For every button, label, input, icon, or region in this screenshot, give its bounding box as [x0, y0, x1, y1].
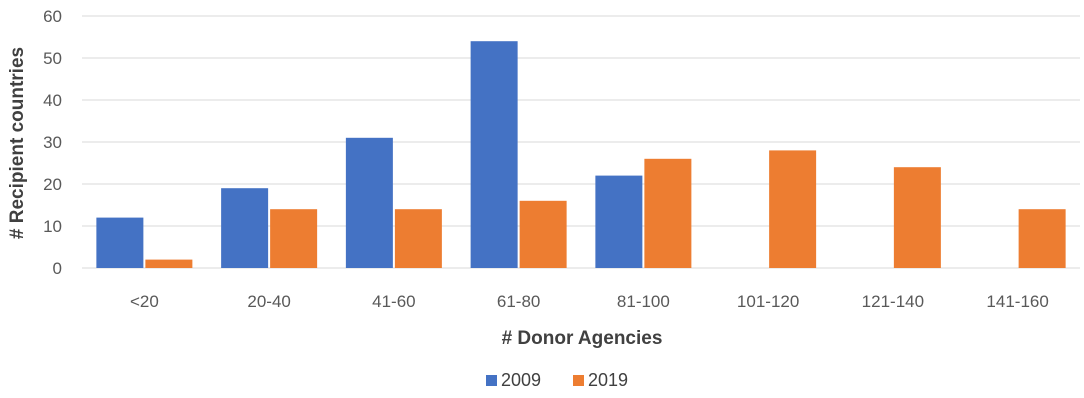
- legend-swatch: [486, 375, 497, 386]
- x-tick-label: <20: [130, 292, 159, 311]
- x-tick-label: 141-160: [986, 292, 1048, 311]
- x-tick-label: 101-120: [737, 292, 799, 311]
- bar-2019-1: [270, 209, 318, 268]
- y-tick-label: 10: [43, 217, 62, 236]
- bar-2019-6: [893, 167, 941, 268]
- x-axis-ticks: <20 20-40 41-60 61-80 81-100 101-120 121-140 14…: [130, 292, 1049, 311]
- bar-2009-1: [221, 188, 269, 268]
- bar-2019-0: [145, 259, 193, 268]
- y-axis-ticks: 0 10 20 30 40 50 60: [43, 7, 62, 278]
- y-tick-label: 50: [43, 49, 62, 68]
- y-tick-label: 40: [43, 91, 62, 110]
- legend-label: 2019: [588, 370, 628, 390]
- bar-2019-5: [769, 150, 817, 268]
- bars: [96, 41, 1066, 269]
- bar-2019-7: [1018, 209, 1066, 268]
- x-tick-label: 121-140: [862, 292, 924, 311]
- bar-2009-3: [470, 41, 518, 269]
- x-tick-label: 61-80: [497, 292, 540, 311]
- y-tick-label: 30: [43, 133, 62, 152]
- bar-2009-2: [345, 137, 393, 268]
- x-tick-label: 20-40: [247, 292, 290, 311]
- bar-2019-2: [394, 209, 442, 268]
- legend-label: 2009: [501, 370, 541, 390]
- bar-2009-4: [595, 175, 643, 268]
- legend-item-2009: 2009: [486, 370, 541, 390]
- legend-swatch: [573, 375, 584, 386]
- y-tick-label: 20: [43, 175, 62, 194]
- x-tick-label: 81-100: [617, 292, 670, 311]
- y-tick-label: 60: [43, 7, 62, 26]
- bar-2019-4: [644, 158, 692, 268]
- y-tick-label: 0: [53, 259, 62, 278]
- bar-2009-0: [96, 217, 144, 268]
- x-axis-title: # Donor Agencies: [502, 328, 663, 349]
- legend-item-2019: 2019: [573, 370, 628, 390]
- x-tick-label: 41-60: [372, 292, 415, 311]
- y-axis-title: # Recipient countries: [7, 47, 28, 239]
- legend: 2009 2019: [486, 370, 628, 390]
- bar-2019-3: [519, 200, 567, 268]
